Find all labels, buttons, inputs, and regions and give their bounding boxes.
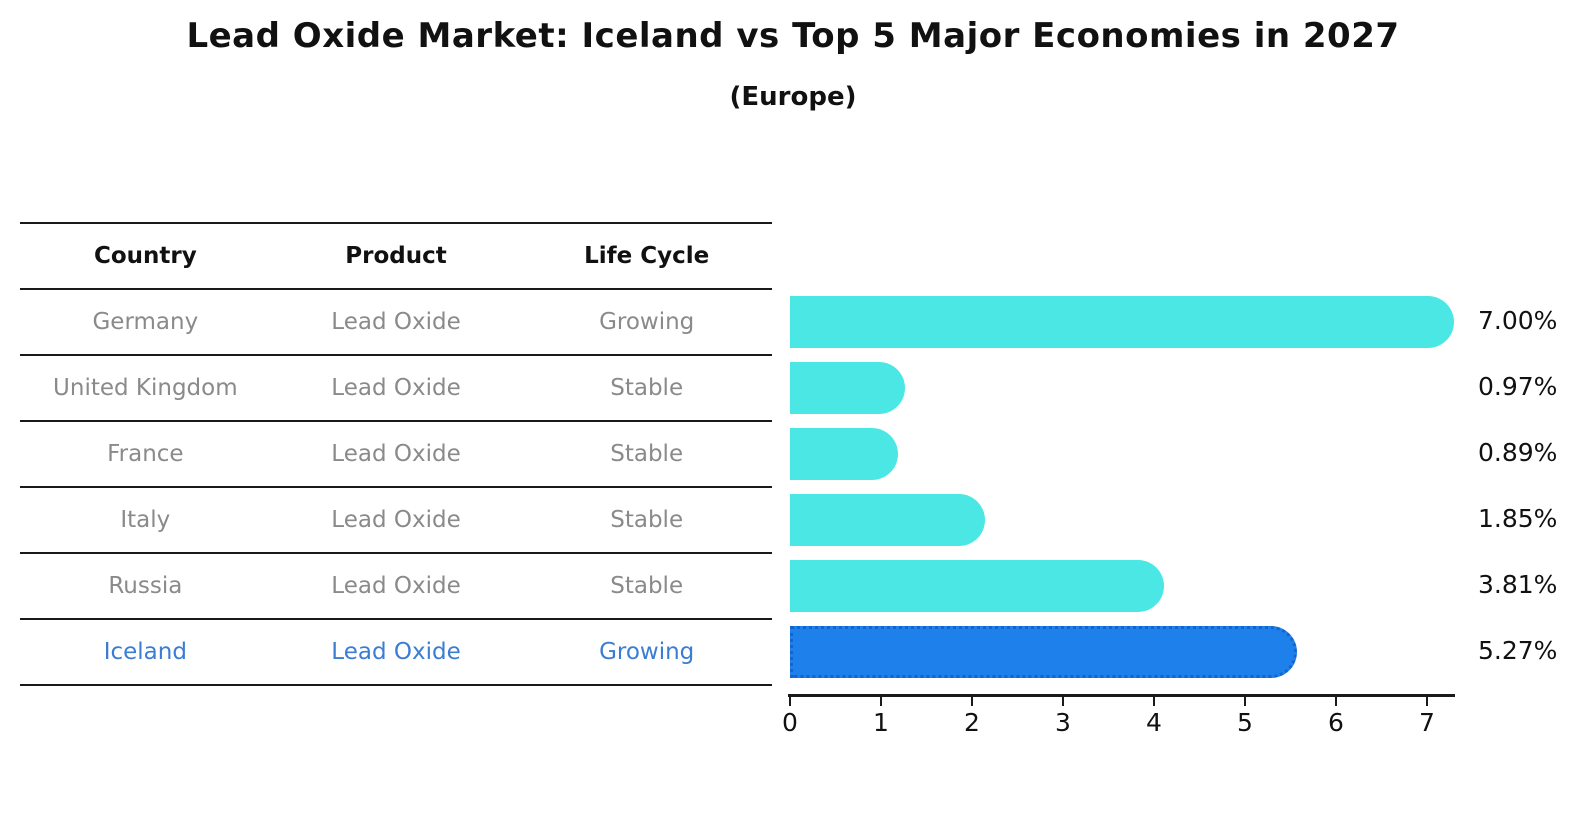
table-row-united-kingdom: United Kingdom Lead Oxide Stable (20, 356, 772, 422)
x-axis-tick-label: 5 (1237, 708, 1253, 737)
country-cell: Iceland (103, 639, 187, 665)
x-axis-tick-label: 1 (873, 708, 889, 737)
x-axis-tick-label: 7 (1419, 708, 1435, 737)
country-cell: United Kingdom (53, 375, 238, 401)
x-axis-tick-label: 0 (782, 708, 798, 737)
column-header-product: Product (345, 243, 447, 269)
bar-germany (790, 296, 1454, 348)
bar-italy (790, 494, 985, 546)
x-axis-tickmark (1062, 697, 1064, 706)
life-cycle-cell: Stable (610, 573, 684, 599)
column-header-life-cycle: Life Cycle (584, 243, 710, 269)
value-label-russia: 3.81% (1478, 570, 1558, 599)
country-table: Country Product Life Cycle Germany Lead … (20, 222, 772, 686)
x-axis-tickmark (1426, 697, 1428, 706)
x-axis-tick-label: 2 (964, 708, 980, 737)
chart-subtitle: (Europe) (729, 82, 857, 112)
value-label-france: 0.89% (1478, 438, 1558, 467)
product-cell: Lead Oxide (331, 507, 461, 533)
x-axis-tick-label: 4 (1146, 708, 1162, 737)
table-row-germany: Germany Lead Oxide Growing (20, 290, 772, 356)
country-cell: Germany (92, 309, 199, 335)
life-cycle-cell: Stable (610, 375, 684, 401)
life-cycle-cell: Growing (599, 309, 695, 335)
value-label-germany: 7.00% (1478, 306, 1558, 335)
value-label-united-kingdom: 0.97% (1478, 372, 1558, 401)
table-row-russia: Russia Lead Oxide Stable (20, 554, 772, 620)
value-label-iceland: 5.27% (1478, 636, 1558, 665)
x-axis-line (788, 694, 1455, 697)
table-row-italy: Italy Lead Oxide Stable (20, 488, 772, 554)
product-cell: Lead Oxide (331, 639, 461, 665)
x-axis-tickmark (1335, 697, 1337, 706)
table-row-france: France Lead Oxide Stable (20, 422, 772, 488)
chart-title: Lead Oxide Market: Iceland vs Top 5 Majo… (186, 16, 1400, 56)
life-cycle-cell: Growing (599, 639, 695, 665)
table-header-row: Country Product Life Cycle (20, 224, 772, 290)
value-label-italy: 1.85% (1478, 504, 1558, 533)
x-axis-tickmark (1153, 697, 1155, 706)
life-cycle-cell: Stable (610, 507, 684, 533)
x-axis-tickmark (789, 697, 791, 706)
product-cell: Lead Oxide (331, 309, 461, 335)
x-axis-tick-label: 3 (1055, 708, 1071, 737)
product-cell: Lead Oxide (331, 441, 461, 467)
life-cycle-cell: Stable (610, 441, 684, 467)
x-axis-tickmark (880, 697, 882, 706)
column-header-country: Country (93, 243, 197, 269)
country-cell: Italy (120, 507, 171, 533)
bar-russia (790, 560, 1164, 612)
product-cell: Lead Oxide (331, 375, 461, 401)
x-axis-tickmark (971, 697, 973, 706)
x-axis-tickmark (1244, 697, 1246, 706)
country-cell: France (107, 441, 184, 467)
product-cell: Lead Oxide (331, 573, 461, 599)
bar-iceland (790, 626, 1297, 678)
x-axis-tick-label: 6 (1328, 708, 1344, 737)
bar-france (790, 428, 898, 480)
bar-united-kingdom (790, 362, 905, 414)
country-cell: Russia (108, 573, 183, 599)
table-row-iceland-highlighted: Iceland Lead Oxide Growing (20, 620, 772, 686)
